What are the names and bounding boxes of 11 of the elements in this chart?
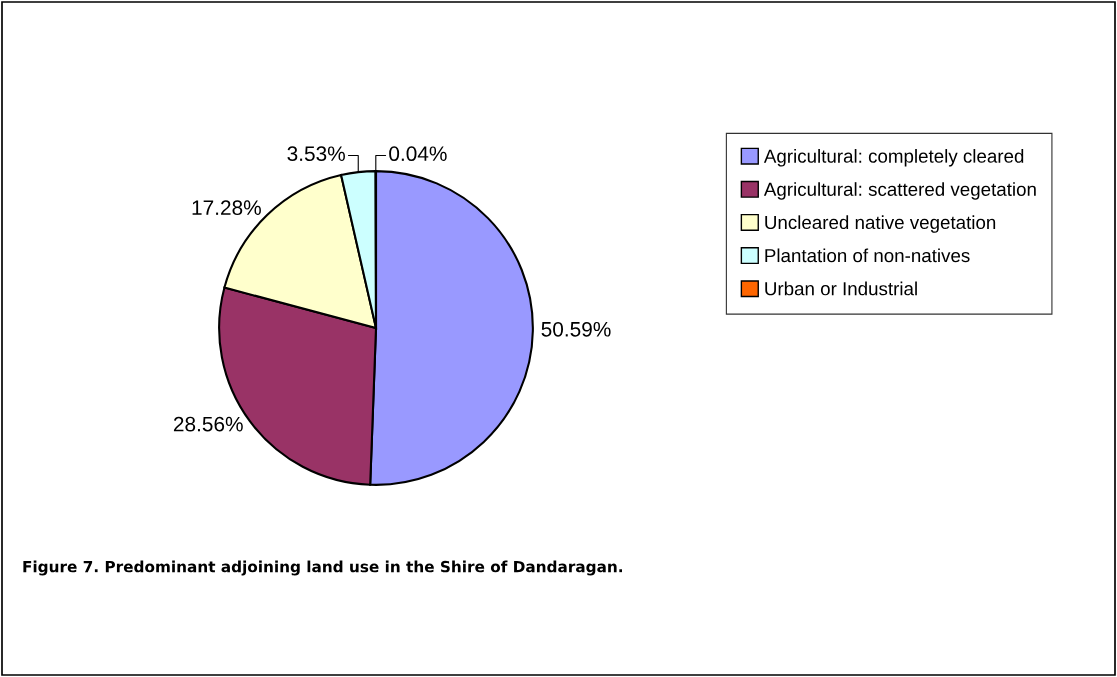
data-label: 3.53% bbox=[287, 146, 345, 162]
data-label: 28.56% bbox=[173, 416, 243, 432]
legend-label: Uncleared native vegetation bbox=[765, 215, 996, 233]
caption: Figure 7. Predominant adjoining land use in the Shire of Dandaragan. bbox=[23, 560, 623, 576]
legend-label: Urban or Industrial bbox=[765, 281, 917, 296]
data-label: 50.59% bbox=[541, 321, 611, 337]
legend-label: Agricultural: scattered vegetation bbox=[763, 182, 1036, 200]
data-label: 0.04% bbox=[389, 146, 447, 162]
legend-label: Plantation of non-natives bbox=[765, 248, 970, 263]
legend-label: Agricultural: completely cleared bbox=[763, 149, 1024, 167]
data-label: 17.28% bbox=[192, 200, 261, 216]
